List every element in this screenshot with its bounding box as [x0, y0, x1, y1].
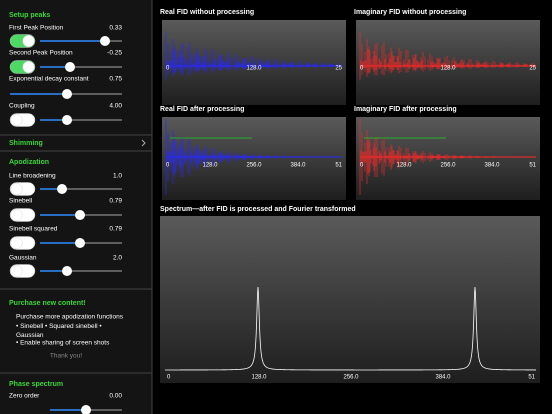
- slider-thumb[interactable]: [100, 36, 110, 46]
- control-label: Sinebell: [9, 198, 33, 205]
- control-label: Exponential decay constant: [9, 76, 89, 83]
- axis-label: 384.0: [435, 375, 451, 381]
- axis-label: 256.0: [343, 375, 359, 381]
- control-value: 0.00: [109, 393, 122, 400]
- purchase-line: Purchase more apodization functions: [16, 314, 124, 321]
- control-label: Coupling: [9, 103, 35, 110]
- axis-label: 0: [360, 66, 364, 72]
- plot-panel: [162, 117, 346, 200]
- axis-label: 384.0: [484, 163, 500, 169]
- slider-thumb[interactable]: [62, 115, 72, 125]
- control-label: Line broadening: [9, 173, 56, 180]
- slider-thumb[interactable]: [81, 405, 91, 414]
- toggle-knob[interactable]: [10, 265, 23, 278]
- section-title: Apodization: [9, 159, 49, 166]
- axis-label: 0: [360, 163, 364, 169]
- thanks: Thank you!: [50, 353, 82, 360]
- control-value: 4.00: [109, 103, 122, 110]
- toggle-knob[interactable]: [10, 113, 23, 126]
- axis-label: 25: [529, 66, 536, 72]
- toggle-knob[interactable]: [10, 208, 23, 221]
- control-value: 0.75: [109, 76, 122, 83]
- section-title[interactable]: Shimming: [9, 140, 43, 147]
- control-value: 0.79: [109, 198, 122, 205]
- plot-panel: [160, 216, 540, 383]
- control-value: 0.33: [109, 25, 122, 32]
- spectrum-trace: [165, 286, 537, 371]
- control-label: Sinebell squared: [9, 226, 58, 233]
- control-value: -0.25: [107, 50, 122, 57]
- slider-thumb[interactable]: [57, 184, 67, 194]
- plot-title: Real FID after processing: [160, 106, 244, 113]
- axis-label: 25: [335, 66, 342, 72]
- plot-title: Real FID without processing: [160, 9, 254, 16]
- section-title: Phase spectrum: [9, 381, 63, 388]
- plot-title: Imaginary FID after processing: [354, 106, 457, 113]
- axis-label: 256.0: [246, 163, 262, 169]
- plot-title: Imaginary FID without processing: [354, 9, 466, 16]
- axis-label: 0: [167, 375, 171, 381]
- axis-label: 128.0: [440, 66, 456, 72]
- purchase-line-text: Gaussian: [16, 332, 44, 339]
- control-label: Gaussian: [9, 255, 37, 262]
- purchase-line: • Sinebell • Squared sinebell • Gaussian: [16, 323, 102, 339]
- toggle-knob[interactable]: [10, 236, 23, 249]
- plot-title: Spectrum—after FID is processed and Four…: [160, 206, 356, 213]
- control-label: First Peak Position: [9, 25, 64, 32]
- plot-panel: [356, 20, 540, 105]
- control-value: 1.0: [113, 173, 122, 180]
- axis-label: 128.0: [202, 163, 218, 169]
- axis-label: 0: [166, 66, 170, 72]
- axis-label: 384.0: [290, 163, 306, 169]
- slider-thumb[interactable]: [75, 210, 85, 220]
- purchase-title[interactable]: Purchase new content!: [9, 300, 86, 307]
- slider-thumb[interactable]: [65, 62, 75, 72]
- section-title: Setup peaks: [9, 12, 50, 19]
- axis-label: 0: [166, 163, 170, 169]
- axis-label: 128.0: [396, 163, 412, 169]
- slider-thumb[interactable]: [75, 238, 85, 248]
- chevron[interactable]: [141, 139, 146, 147]
- control-value: 2.0: [113, 255, 122, 262]
- axis-label: 51: [529, 163, 536, 169]
- toggle-knob[interactable]: [10, 182, 23, 195]
- control-label: Second Peak Position: [9, 50, 73, 57]
- axis-label: 51: [335, 163, 342, 169]
- toggle-knob[interactable]: [22, 61, 35, 74]
- axis-label: 51: [528, 375, 535, 381]
- axis-label: 128.0: [251, 375, 267, 381]
- control-value: 0.79: [109, 226, 122, 233]
- axis-label: 128.0: [246, 66, 262, 72]
- slider-thumb[interactable]: [62, 89, 72, 99]
- slider-thumb[interactable]: [62, 266, 72, 276]
- control-label: Zero order: [9, 393, 40, 400]
- purchase-line: • Enable sharing of screen shots: [16, 340, 110, 347]
- plot-panel: [356, 117, 540, 200]
- plot-panel: [162, 20, 346, 105]
- axis-label: 256.0: [440, 163, 456, 169]
- toggle-knob[interactable]: [22, 35, 35, 48]
- purchase-line-text: • Sinebell • Squared sinebell •: [16, 323, 102, 330]
